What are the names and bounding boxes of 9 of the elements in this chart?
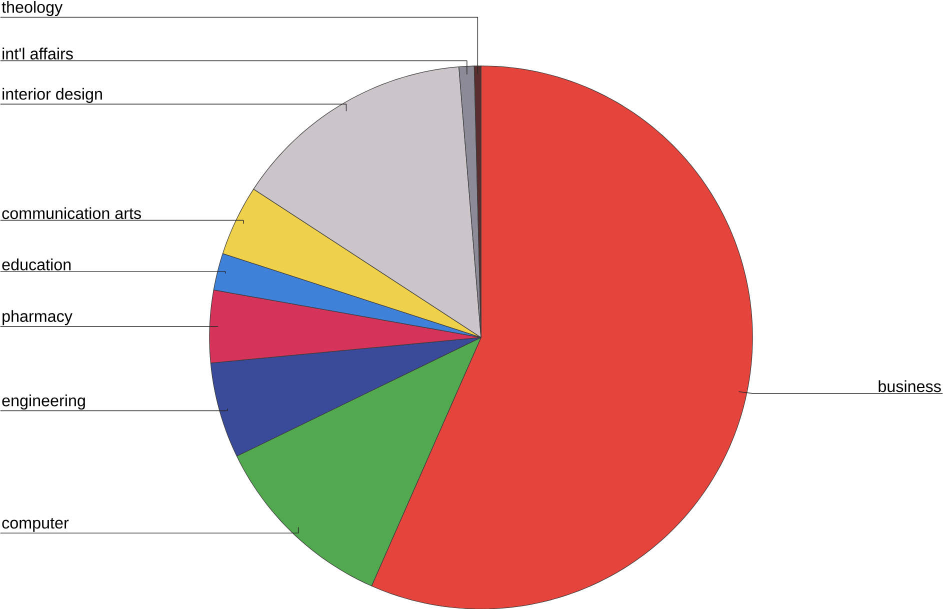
slice-label: interior design: [2, 88, 102, 103]
slice-label: int'l affairs: [2, 47, 73, 60]
slice-label: engineering: [2, 394, 85, 410]
slice-label: business: [878, 380, 941, 392]
slice-label: communication arts: [2, 207, 141, 219]
slice-label: pharmacy: [2, 310, 72, 326]
slice-label: education: [2, 258, 71, 270]
slice-label: computer: [2, 518, 69, 532]
slice-label: theology: [2, 0, 63, 16]
